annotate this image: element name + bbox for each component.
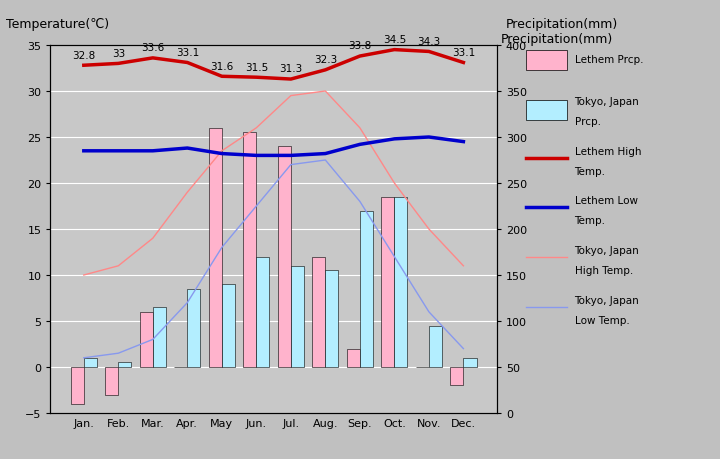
Bar <box>360 211 373 367</box>
Text: Temperature(℃): Temperature(℃) <box>6 18 109 31</box>
Text: Low Temp.: Low Temp. <box>575 315 629 325</box>
Text: Tokyo, Japan: Tokyo, Japan <box>575 97 639 107</box>
FancyBboxPatch shape <box>526 101 567 120</box>
Text: 33.1: 33.1 <box>451 48 475 58</box>
Text: Tokyo, Japan: Tokyo, Japan <box>575 295 639 305</box>
Text: Precipitation(mm): Precipitation(mm) <box>505 18 618 31</box>
Text: 33.6: 33.6 <box>141 43 164 53</box>
Text: High Temp.: High Temp. <box>575 265 633 275</box>
Bar <box>118 363 132 367</box>
Text: 34.5: 34.5 <box>383 35 406 45</box>
Bar <box>325 271 338 367</box>
Text: 33: 33 <box>112 49 125 59</box>
Bar <box>209 129 222 367</box>
Bar <box>243 133 256 367</box>
Bar <box>105 367 118 395</box>
Bar <box>450 367 464 386</box>
Text: Temp.: Temp. <box>575 166 606 176</box>
Bar <box>71 367 84 404</box>
Bar <box>347 349 360 367</box>
Text: Precipitation(mm): Precipitation(mm) <box>500 33 613 46</box>
Text: 34.3: 34.3 <box>418 37 441 47</box>
Bar <box>222 285 235 367</box>
Bar <box>256 257 269 367</box>
Text: Prcp.: Prcp. <box>575 117 600 127</box>
Text: 33.8: 33.8 <box>348 41 372 51</box>
Text: Tokyo, Japan: Tokyo, Japan <box>575 246 639 255</box>
Text: Lethem High: Lethem High <box>575 146 641 157</box>
FancyBboxPatch shape <box>526 51 567 71</box>
Text: 33.1: 33.1 <box>176 48 199 58</box>
Bar <box>464 358 477 367</box>
Bar <box>84 358 97 367</box>
Bar <box>312 257 325 367</box>
Text: Temp.: Temp. <box>575 216 606 226</box>
Text: 31.5: 31.5 <box>245 62 268 73</box>
Bar <box>382 197 395 367</box>
Bar <box>395 197 408 367</box>
Text: 31.3: 31.3 <box>279 64 302 74</box>
Text: 31.6: 31.6 <box>210 62 233 72</box>
Text: Lethem Prcp.: Lethem Prcp. <box>575 55 643 64</box>
Bar <box>187 289 200 367</box>
Bar <box>140 312 153 367</box>
Text: 32.3: 32.3 <box>314 55 337 65</box>
Bar <box>278 147 291 367</box>
Text: Lethem Low: Lethem Low <box>575 196 638 206</box>
Bar <box>153 308 166 367</box>
Text: 32.8: 32.8 <box>72 50 96 61</box>
Bar <box>291 266 304 367</box>
Bar <box>429 326 442 367</box>
